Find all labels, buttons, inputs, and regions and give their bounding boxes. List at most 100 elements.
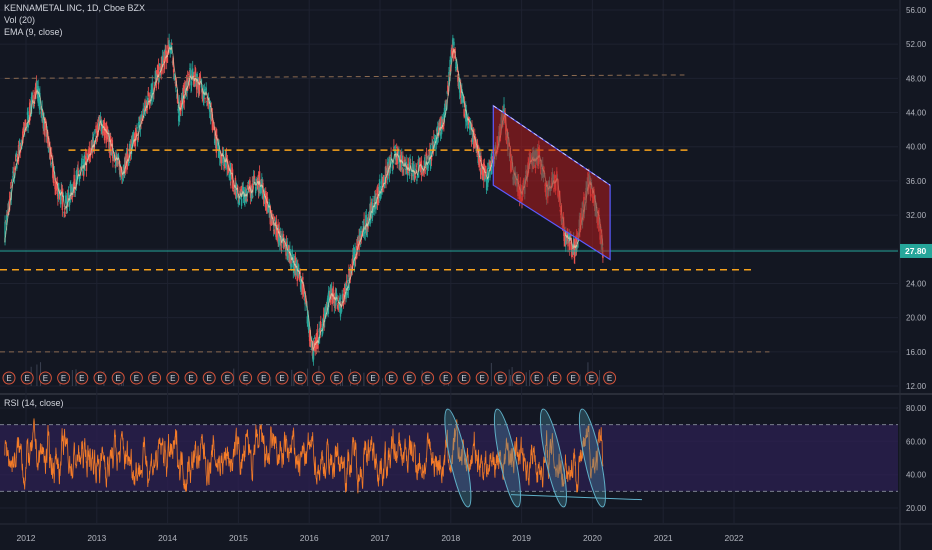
ema-indicator-label[interactable]: EMA (9, close) [4, 27, 63, 37]
candle [255, 183, 257, 185]
last-price-label: 27.80 [905, 246, 927, 256]
candle [161, 56, 164, 65]
time-axis-label: 2013 [87, 533, 106, 543]
candle [54, 184, 57, 191]
candle [72, 184, 74, 193]
candle [133, 133, 135, 139]
candle [177, 108, 179, 111]
candle [288, 248, 291, 263]
candle [441, 116, 443, 128]
candle [394, 149, 397, 155]
candle [266, 201, 268, 214]
price-axis-label: 48.00 [906, 74, 927, 83]
candle [50, 153, 53, 155]
candle [253, 176, 256, 181]
candle [201, 84, 203, 92]
candle [45, 128, 48, 137]
earnings-marker-label: E [25, 374, 30, 383]
candle [8, 199, 11, 211]
candle [74, 185, 76, 187]
earnings-marker-label: E [352, 374, 357, 383]
candle [357, 240, 359, 242]
candle [174, 81, 176, 84]
candle [6, 212, 8, 216]
candle [166, 55, 169, 63]
rsi-highlight-ellipse [444, 408, 472, 508]
candle [416, 176, 419, 178]
candle [238, 199, 241, 205]
candle [331, 294, 333, 304]
candle [360, 230, 362, 242]
rsi-indicator-label[interactable]: RSI (14, close) [4, 398, 64, 408]
candle [277, 228, 280, 243]
candle [165, 50, 167, 54]
candle [22, 127, 25, 132]
candle [280, 249, 283, 251]
candle [180, 109, 182, 112]
earnings-marker-label: E [498, 374, 503, 383]
earnings-marker-label: E [443, 374, 448, 383]
candle [189, 68, 191, 70]
candle [414, 175, 416, 179]
earnings-marker-label: E [61, 374, 66, 383]
candle [287, 255, 289, 258]
candle [222, 154, 225, 156]
candle [222, 157, 224, 165]
earnings-marker-label: E [261, 374, 266, 383]
candle [150, 89, 152, 102]
time-axis-label: 2022 [725, 533, 744, 543]
candle [379, 181, 381, 191]
earnings-marker-icon [129, 371, 143, 385]
earnings-marker-label: E [134, 374, 139, 383]
candle [230, 170, 233, 172]
candle [347, 280, 349, 282]
candle [67, 192, 70, 195]
candle [251, 183, 253, 193]
candle [428, 162, 430, 164]
candle [487, 176, 489, 183]
volume-indicator-label[interactable]: Vol (20) [4, 15, 36, 25]
candle [95, 125, 97, 130]
candle [143, 108, 146, 110]
candle [196, 73, 198, 80]
candle [383, 175, 385, 185]
symbol-title[interactable]: KENNAMETAL INC, 1D, Cboe BZX [4, 3, 146, 13]
candle [283, 240, 285, 249]
candle [193, 84, 196, 86]
candle [273, 229, 275, 234]
candle [385, 171, 388, 173]
candle [293, 270, 296, 273]
earnings-marker-icon [38, 371, 52, 385]
candle [90, 140, 93, 142]
candle [168, 40, 170, 45]
candle [179, 112, 181, 117]
candle [290, 263, 293, 268]
candle [34, 92, 36, 99]
candle [39, 93, 41, 108]
candle [341, 294, 343, 300]
earnings-marker-icon [311, 371, 325, 385]
earnings-marker-label: E [480, 374, 485, 383]
candle [31, 95, 33, 97]
candle [16, 156, 19, 158]
candle [302, 284, 305, 292]
candle [411, 163, 414, 172]
candle [77, 173, 80, 175]
candle [433, 139, 436, 149]
candle [320, 328, 323, 331]
candle [451, 45, 454, 55]
candle [416, 179, 418, 181]
candle [115, 155, 117, 166]
candle [84, 156, 87, 160]
candle [71, 195, 74, 198]
earnings-marker-label: E [79, 374, 84, 383]
candle [302, 276, 304, 280]
candle [275, 221, 278, 238]
candle [193, 75, 195, 87]
time-axis-label: 2021 [654, 533, 673, 543]
candle [122, 164, 125, 175]
candle [390, 153, 393, 155]
time-axis-label: 2018 [441, 533, 460, 543]
candle [47, 131, 49, 144]
